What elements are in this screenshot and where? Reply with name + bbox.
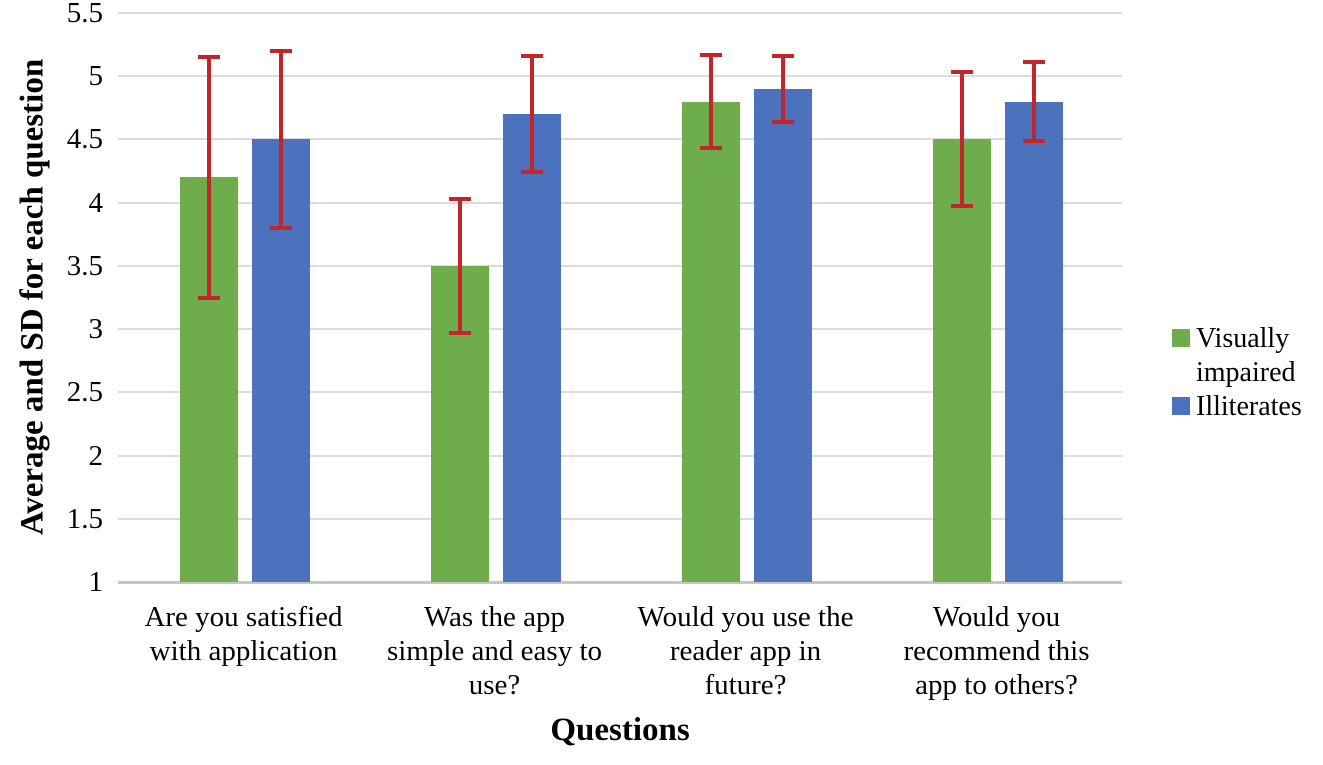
gridline: [118, 454, 1122, 457]
y-tick-label: 5.5: [66, 0, 103, 29]
error-bar: [206, 57, 211, 298]
gridline: [118, 201, 1122, 204]
legend: Visually impaired Illiterates: [1172, 322, 1322, 424]
error-bar-cap: [1022, 138, 1045, 143]
error-bar: [708, 54, 713, 149]
gridline: [118, 75, 1122, 78]
error-bar-cap: [520, 170, 543, 175]
error-bar-cap: [269, 225, 292, 230]
y-tick-label: 2: [88, 439, 104, 472]
bar-illiterates: [753, 88, 812, 582]
error-bar-cap: [950, 204, 973, 209]
error-bar: [959, 72, 964, 207]
y-tick-label: 4: [88, 186, 104, 219]
error-bar-cap: [699, 146, 722, 151]
y-tick-label: 3.5: [66, 249, 103, 282]
error-bar-cap: [1022, 60, 1045, 65]
error-bar-cap: [448, 196, 471, 201]
error-bar: [278, 50, 283, 228]
bar-illiterates: [502, 114, 561, 582]
legend-item-visually-impaired: Visually impaired: [1172, 322, 1322, 390]
y-axis-title: Average and SD for each question: [14, 58, 51, 536]
x-axis-title: Questions: [550, 712, 690, 748]
y-tick-label: 4.5: [66, 123, 103, 156]
error-bar-cap: [269, 48, 292, 53]
x-category-label: Are you satisfied with application: [144, 601, 343, 667]
gridline: [118, 12, 1122, 14]
error-bar-cap: [950, 70, 973, 75]
legend-swatch-illiterates: [1172, 397, 1190, 415]
gridline: [118, 138, 1122, 141]
error-bar-cap: [520, 53, 543, 58]
bar-visually-impaired: [932, 139, 991, 582]
legend-label: Visually impaired: [1196, 323, 1296, 388]
gridline: [118, 264, 1122, 267]
x-category-label: Would you recommend this app to others?: [903, 601, 1090, 701]
error-bar-cap: [448, 330, 471, 335]
legend-label: Illiterates: [1196, 391, 1302, 422]
error-bar-cap: [197, 295, 220, 300]
x-axis-line: [118, 581, 1122, 584]
error-bar: [780, 55, 785, 122]
legend-swatch-visually-impaired: [1172, 329, 1190, 347]
bar-illiterates: [1004, 101, 1063, 582]
y-tick-label: 2.5: [66, 376, 103, 409]
error-bar: [457, 198, 462, 333]
x-category-label: Would you use the reader app in future?: [637, 601, 854, 701]
gridline: [118, 328, 1122, 331]
gridline: [118, 391, 1122, 394]
error-bar: [1031, 62, 1036, 141]
bar-visually-impaired: [681, 101, 740, 582]
error-bar: [529, 55, 534, 173]
y-tick-label: 5: [88, 60, 104, 93]
error-bar-cap: [197, 55, 220, 60]
y-tick-label: 1: [88, 566, 104, 598]
error-bar-cap: [771, 119, 794, 124]
gridline: [118, 517, 1122, 520]
error-bar-cap: [771, 53, 794, 58]
y-tick-label: 1.5: [66, 502, 103, 535]
y-tick-label: 3: [88, 313, 104, 346]
x-category-label: Was the app simple and easy to use?: [386, 601, 603, 701]
error-bar-cap: [699, 52, 722, 57]
legend-item-illiterates: Illiterates: [1172, 390, 1322, 424]
